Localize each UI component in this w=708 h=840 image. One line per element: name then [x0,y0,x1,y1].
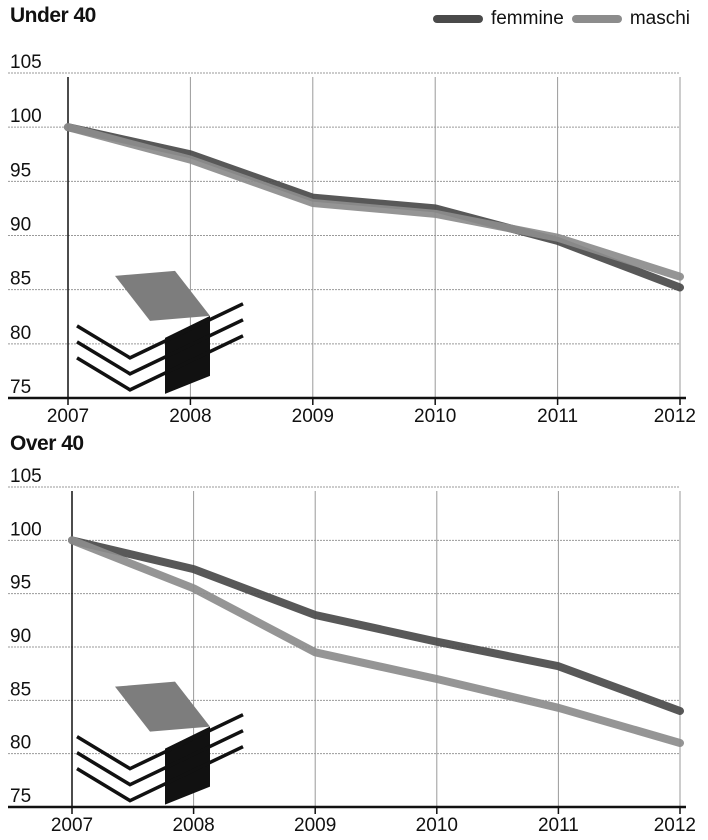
series-line-femmine [68,536,684,715]
y-tick-label-90: 90 [10,626,31,647]
y-tick-label-75: 75 [10,377,31,398]
x-tick-label-2008: 2008 [169,406,211,427]
book-stack-icon [76,270,244,394]
x-tick-label-2011: 2011 [538,815,579,836]
y-tick-label-90: 90 [10,215,31,236]
legend-label-femmine: femmine [490,8,564,29]
chart-title-under-40: Under 40 [10,4,96,27]
series-line-maschi [64,123,684,281]
y-tick-label-75: 75 [10,786,31,807]
y-tick-label-95: 95 [10,573,31,594]
x-tick-label-2009: 2009 [294,815,336,836]
legend-swatch-femmine [432,15,483,23]
y-tick-label-95: 95 [10,160,31,181]
x-tick-label-2012: 2012 [654,815,696,836]
x-tick-label-2010: 2010 [416,815,458,836]
x-tick-label-2007: 2007 [47,406,89,427]
x-tick-label-2011: 2011 [537,406,578,427]
chart-over-40: 75 80 85 90 95 100 105 2007 2008 2009 2010 2011 2012 [8,466,696,836]
y-tick-label-80: 80 [10,323,31,344]
series-line-maschi [68,536,684,747]
x-tick-label-2008: 2008 [172,815,214,836]
chart-title-over-40: Over 40 [10,432,84,455]
y-tick-label-85: 85 [10,269,31,290]
y-tick-label-80: 80 [10,733,31,754]
legend-label-maschi: maschi [629,8,690,29]
y-tick-label-85: 85 [10,679,31,700]
x-tick-label-2012: 2012 [654,406,696,427]
y-tick-label-100: 100 [10,106,42,127]
book-stack-icon [76,681,244,805]
x-tick-label-2009: 2009 [292,406,334,427]
x-tick-label-2007: 2007 [51,815,93,836]
y-tick-label-105: 105 [10,52,42,73]
y-tick-label-105: 105 [10,466,42,487]
y-tick-label-100: 100 [10,519,42,540]
chart-under-40: 75 80 85 90 95 100 105 2007 2008 2009 2010 2011 2012 [8,52,696,427]
x-tick-label-2010: 2010 [414,406,456,427]
legend: femmine maschi [432,8,690,30]
series-line-femmine [64,123,684,292]
legend-swatch-maschi [571,15,622,23]
